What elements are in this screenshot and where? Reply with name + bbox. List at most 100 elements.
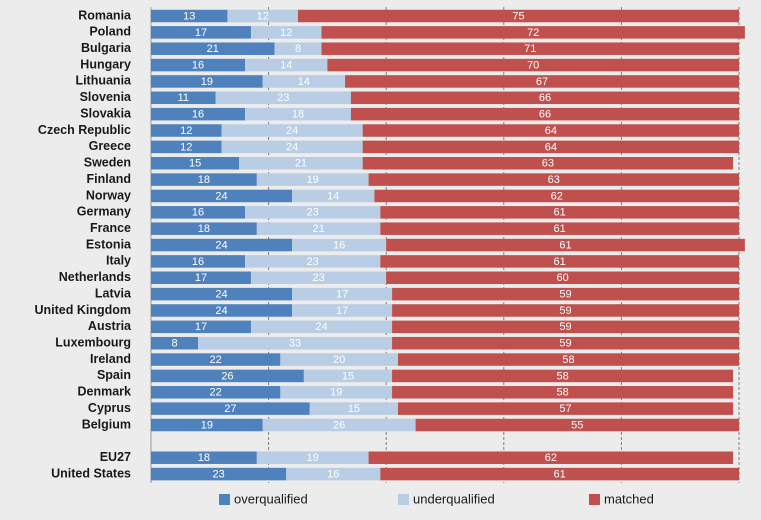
bar-segment (151, 91, 216, 105)
value-label: 11 (178, 92, 189, 104)
bar-segment (151, 189, 293, 203)
bar-segment (151, 75, 263, 88)
bar-segment (151, 173, 257, 186)
bar-segment (151, 255, 246, 268)
bar-segment (392, 336, 739, 350)
bar-segment (368, 173, 739, 186)
bar-segment (397, 353, 739, 366)
bar-segment (151, 386, 281, 399)
value-label: 15 (348, 403, 360, 415)
bar-segment (151, 336, 199, 350)
value-label: 61 (554, 468, 566, 480)
bar-segment (198, 336, 393, 350)
value-label: 24 (286, 141, 298, 153)
bar-segment (151, 42, 275, 55)
category-label: EU27 (100, 450, 131, 464)
bar-segment (415, 418, 739, 432)
bar-segment (298, 9, 739, 23)
bar-segment (151, 451, 257, 464)
value-label: 26 (333, 419, 345, 431)
value-label: 61 (559, 239, 571, 251)
value-label: 12 (180, 141, 192, 153)
bar-segment (151, 304, 293, 317)
legend-label: matched (604, 491, 654, 506)
value-label: 16 (192, 59, 204, 71)
bar-segment (362, 156, 734, 170)
value-label: 18 (292, 109, 304, 121)
bar-segment (250, 271, 387, 285)
value-label: 12 (257, 10, 269, 22)
bar-segment (292, 304, 393, 317)
value-label: 23 (312, 272, 324, 284)
bar-segment (221, 140, 363, 154)
value-label: 72 (527, 27, 539, 39)
bar-segment (245, 107, 351, 121)
value-label: 19 (307, 452, 319, 464)
value-label: 18 (198, 452, 210, 464)
bar-segment (151, 107, 246, 121)
value-label: 17 (195, 321, 207, 333)
bar-segment (286, 467, 381, 481)
value-label: 61 (554, 207, 566, 219)
value-label: 59 (559, 305, 571, 317)
bar-segment (262, 418, 416, 432)
bar-segment (362, 124, 739, 137)
bar-segment (327, 58, 739, 72)
bar-segment (239, 156, 363, 170)
bar-segment (380, 467, 739, 481)
value-label: 62 (551, 190, 563, 202)
bar-segment (245, 255, 381, 268)
value-label: 23 (307, 256, 319, 268)
bar-segment (374, 189, 739, 203)
category-label: Netherlands (59, 270, 131, 284)
value-label: 8 (295, 43, 301, 55)
category-label: France (90, 221, 131, 235)
category-label: Slovenia (80, 90, 132, 104)
bar-segment (151, 287, 293, 301)
value-label: 16 (192, 207, 204, 219)
bar-segment (380, 222, 739, 235)
bar-segment (292, 287, 393, 301)
value-label: 21 (295, 158, 307, 170)
value-label: 70 (527, 59, 539, 71)
value-label: 27 (224, 403, 236, 415)
category-label: Cyprus (88, 401, 131, 415)
value-label: 24 (215, 305, 227, 317)
legend-label: overqualified (234, 491, 308, 506)
value-label: 63 (542, 158, 554, 170)
value-label: 18 (198, 223, 210, 235)
bar-segment (215, 91, 351, 105)
value-label: 16 (192, 256, 204, 268)
value-label: 23 (277, 92, 289, 104)
bar-segment (280, 353, 398, 366)
legend-label: underqualified (413, 491, 495, 506)
bar-segment (362, 140, 739, 154)
bar-segment (274, 42, 322, 55)
bar-segment (151, 320, 251, 334)
value-label: 17 (336, 305, 348, 317)
legend-swatch (589, 494, 600, 505)
bar-segment (392, 369, 734, 383)
category-label: Germany (77, 205, 131, 219)
value-label: 61 (554, 223, 566, 235)
legend-swatch (398, 494, 409, 505)
value-label: 14 (280, 59, 292, 71)
bar-segment (151, 467, 287, 481)
value-label: 16 (333, 239, 345, 251)
value-label: 15 (189, 158, 201, 170)
value-label: 59 (559, 321, 571, 333)
bar-segment (151, 402, 310, 415)
bar-segment (392, 320, 739, 334)
bar-segment (256, 451, 369, 464)
value-label: 24 (286, 125, 298, 137)
value-label: 12 (180, 125, 192, 137)
category-label: Austria (88, 319, 132, 333)
value-label: 22 (210, 354, 222, 366)
bar-segment (392, 287, 739, 301)
bar-segment (151, 369, 304, 383)
bar-segment (245, 58, 328, 72)
bar-segment (292, 238, 387, 252)
bar-segment (151, 271, 251, 285)
bar-segment (321, 26, 745, 39)
